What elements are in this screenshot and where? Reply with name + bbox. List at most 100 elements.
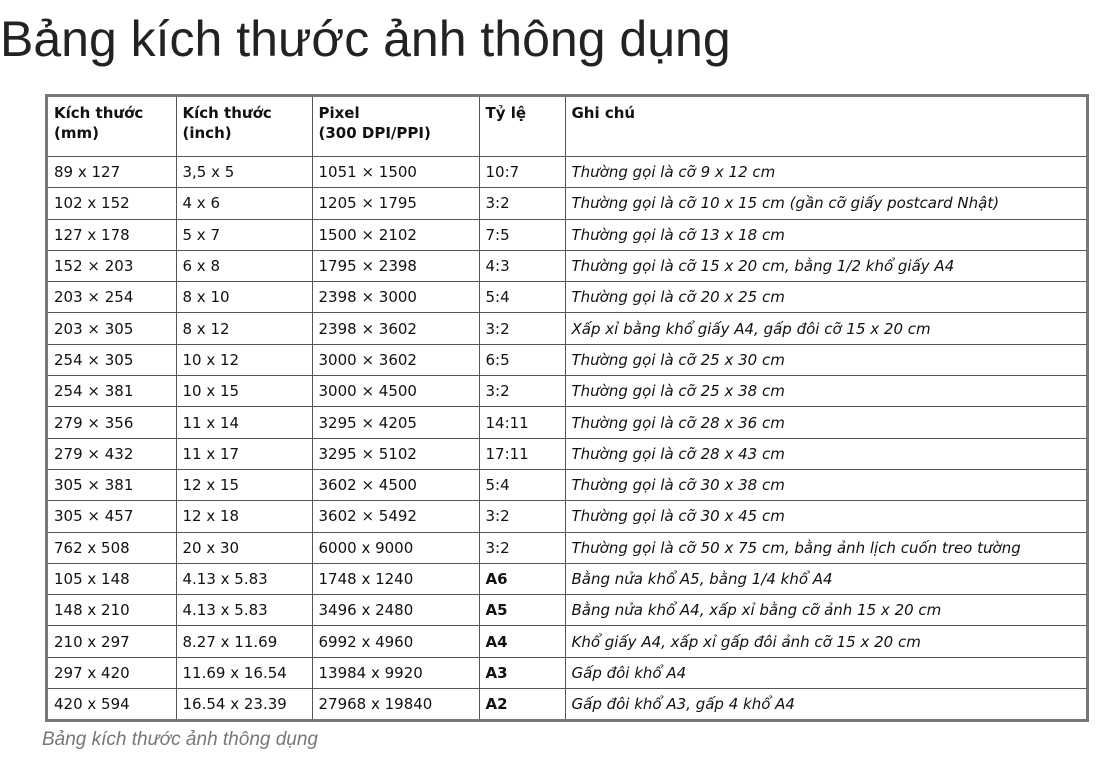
cell-size-mm: 305 × 381 — [48, 468, 177, 502]
cell-pixel: 6992 x 4960 — [311, 625, 480, 658]
cell-note: Thường gọi là cỡ 28 x 43 cm — [564, 437, 1086, 470]
header-line: Pixel — [318, 104, 360, 122]
cell-size-mm: 148 x 210 — [48, 594, 177, 627]
cell-ratio: 14:11 — [478, 406, 566, 439]
cell-size-mm: 102 x 152 — [48, 187, 177, 220]
cell-ratio: 7:5 — [478, 218, 566, 251]
table-header-row: Kích thước (mm) Kích thước (inch) Pixel (300 … — [48, 97, 1086, 157]
cell-size-mm: 305 × 457 — [48, 500, 177, 533]
cell-note: Thường gọi là cỡ 28 x 36 cm — [564, 406, 1086, 439]
cell-pixel: 1051 × 1500 — [311, 155, 480, 189]
cell-size-mm: 279 × 356 — [48, 406, 177, 439]
cell-size-mm: 127 x 178 — [48, 218, 177, 251]
cell-size-inch: 12 x 15 — [175, 468, 313, 502]
cell-note: Thường gọi là cỡ 20 x 25 cm — [564, 281, 1086, 314]
cell-size-mm: 762 x 508 — [48, 531, 177, 564]
table-row: 210 x 297 8.27 x 11.69 6992 x 4960 A4 Khổ gi… — [48, 625, 1086, 658]
cell-ratio: 5:4 — [478, 281, 566, 314]
table-row: 305 × 381 12 x 15 3602 × 4500 5:4 Thường gọi… — [48, 468, 1086, 502]
cell-note: Bằng nửa khổ A4, xấp xỉ bằng cỡ ảnh 15 x… — [564, 594, 1086, 627]
cell-size-inch: 6 x 8 — [175, 249, 313, 283]
cell-size-inch: 4.13 x 5.83 — [175, 594, 313, 627]
page-title: Bảng kích thước ảnh thông dụng — [0, 11, 731, 67]
cell-note: Thường gọi là cỡ 25 x 38 cm — [564, 375, 1086, 408]
cell-size-mm: 152 × 203 — [48, 249, 177, 283]
cell-note: Thường gọi là cỡ 25 x 30 cm — [564, 343, 1086, 377]
cell-size-inch: 4 x 6 — [175, 187, 313, 220]
header-line: Tỷ lệ — [485, 104, 527, 122]
cell-pixel: 1748 x 1240 — [311, 562, 480, 596]
cell-size-inch: 16.54 x 23.39 — [175, 688, 313, 720]
photo-size-table: Kích thước (mm) Kích thước (inch) Pixel (300 … — [45, 94, 1089, 723]
cell-size-mm: 279 × 432 — [48, 437, 177, 470]
cell-size-inch: 12 x 18 — [175, 500, 313, 533]
cell-size-inch: 5 x 7 — [175, 218, 313, 251]
cell-size-mm: 254 × 305 — [48, 343, 177, 377]
cell-note: Gấp đôi khổ A3, gấp 4 khổ A4 — [564, 688, 1086, 720]
table-row: 762 x 508 20 x 30 6000 x 9000 3:2 Thường gọi… — [48, 531, 1086, 564]
cell-ratio: 4:3 — [478, 249, 566, 283]
cell-size-inch: 8.27 x 11.69 — [175, 625, 313, 658]
table-row: 102 x 152 4 x 6 1205 × 1795 3:2 Thường gọi l… — [48, 187, 1086, 220]
cell-pixel: 6000 x 9000 — [311, 531, 480, 564]
header-line: Ghi chú — [571, 104, 636, 122]
header-line: (inch) — [182, 124, 232, 142]
cell-pixel: 3000 × 4500 — [311, 375, 480, 408]
cell-size-mm: 210 x 297 — [48, 625, 177, 658]
cell-note: Thường gọi là cỡ 50 x 75 cm, bằng ảnh lị… — [564, 531, 1086, 564]
cell-size-mm: 254 × 381 — [48, 375, 177, 408]
cell-ratio: 3:2 — [478, 500, 566, 533]
table-row: 203 × 305 8 x 12 2398 × 3602 3:2 Xấp xỉ bằng… — [48, 312, 1086, 345]
cell-pixel: 3000 × 3602 — [311, 343, 480, 377]
table-row: 254 × 381 10 x 15 3000 × 4500 3:2 Thường gọi… — [48, 375, 1086, 408]
header-size-mm: Kích thước (mm) — [48, 97, 177, 157]
cell-note: Thường gọi là cỡ 30 x 45 cm — [564, 500, 1086, 533]
header-line: (mm) — [54, 124, 99, 142]
cell-size-inch: 11 x 17 — [175, 437, 313, 470]
table-caption: Bảng kích thước ảnh thông dụng — [42, 729, 319, 750]
cell-ratio: A2 — [478, 688, 566, 720]
cell-note: Khổ giấy A4, xấp xỉ gấp đôi ảnh cỡ 15 x … — [564, 625, 1086, 658]
cell-pixel: 13984 x 9920 — [311, 656, 480, 690]
cell-note: Thường gọi là cỡ 9 x 12 cm — [564, 155, 1086, 189]
header-note: Ghi chú — [564, 97, 1086, 157]
cell-pixel: 3602 × 5492 — [311, 500, 480, 533]
cell-size-mm: 89 x 127 — [48, 155, 177, 189]
cell-size-inch: 11.69 x 16.54 — [175, 656, 313, 690]
cell-size-inch: 20 x 30 — [175, 531, 313, 564]
cell-ratio: A6 — [478, 562, 566, 596]
cell-note: Thường gọi là cỡ 15 x 20 cm, bằng 1/2 kh… — [564, 249, 1086, 283]
cell-note: Thường gọi là cỡ 30 x 38 cm — [564, 468, 1086, 502]
cell-note: Thường gọi là cỡ 10 x 15 cm (gần cỡ giấy… — [564, 187, 1086, 220]
cell-size-mm: 203 × 254 — [48, 281, 177, 314]
cell-ratio: A5 — [478, 594, 566, 627]
header-line: (300 DPI/PPI) — [318, 124, 431, 142]
cell-note: Gấp đôi khổ A4 — [564, 656, 1086, 690]
cell-size-inch: 10 x 12 — [175, 343, 313, 377]
cell-ratio: A3 — [478, 656, 566, 690]
header-line: Kích thước — [182, 104, 272, 122]
cell-ratio: 3:2 — [478, 375, 566, 408]
table-row: 105 x 148 4.13 x 5.83 1748 x 1240 A6 Bằng nử… — [48, 562, 1086, 596]
cell-pixel: 3496 x 2480 — [311, 594, 480, 627]
cell-size-mm: 105 x 148 — [48, 562, 177, 596]
cell-size-inch: 3,5 x 5 — [175, 155, 313, 189]
cell-ratio: 10:7 — [478, 155, 566, 189]
cell-size-inch: 11 x 14 — [175, 406, 313, 439]
cell-note: Xấp xỉ bằng khổ giấy A4, gấp đôi cỡ 15 x… — [564, 312, 1086, 345]
cell-pixel: 2398 × 3000 — [311, 281, 480, 314]
table-row: 203 × 254 8 x 10 2398 × 3000 5:4 Thường gọi … — [48, 281, 1086, 314]
cell-size-inch: 10 x 15 — [175, 375, 313, 408]
table-row: 152 × 203 6 x 8 1795 × 2398 4:3 Thường gọi l… — [48, 249, 1086, 283]
cell-ratio: A4 — [478, 625, 566, 658]
cell-size-mm: 297 x 420 — [48, 656, 177, 690]
table-row: 305 × 457 12 x 18 3602 × 5492 3:2 Thường gọi… — [48, 500, 1086, 533]
header-pixel: Pixel (300 DPI/PPI) — [311, 97, 480, 157]
header-line: Kích thước — [54, 104, 144, 122]
table-row: 89 x 127 3,5 x 5 1051 × 1500 10:7 Thường gọi… — [48, 155, 1086, 189]
cell-pixel: 1500 × 2102 — [311, 218, 480, 251]
table-row: 279 × 356 11 x 14 3295 × 4205 14:11 Thường g… — [48, 406, 1086, 439]
cell-pixel: 1795 × 2398 — [311, 249, 480, 283]
cell-size-inch: 4.13 x 5.83 — [175, 562, 313, 596]
cell-pixel: 3295 × 4205 — [311, 406, 480, 439]
